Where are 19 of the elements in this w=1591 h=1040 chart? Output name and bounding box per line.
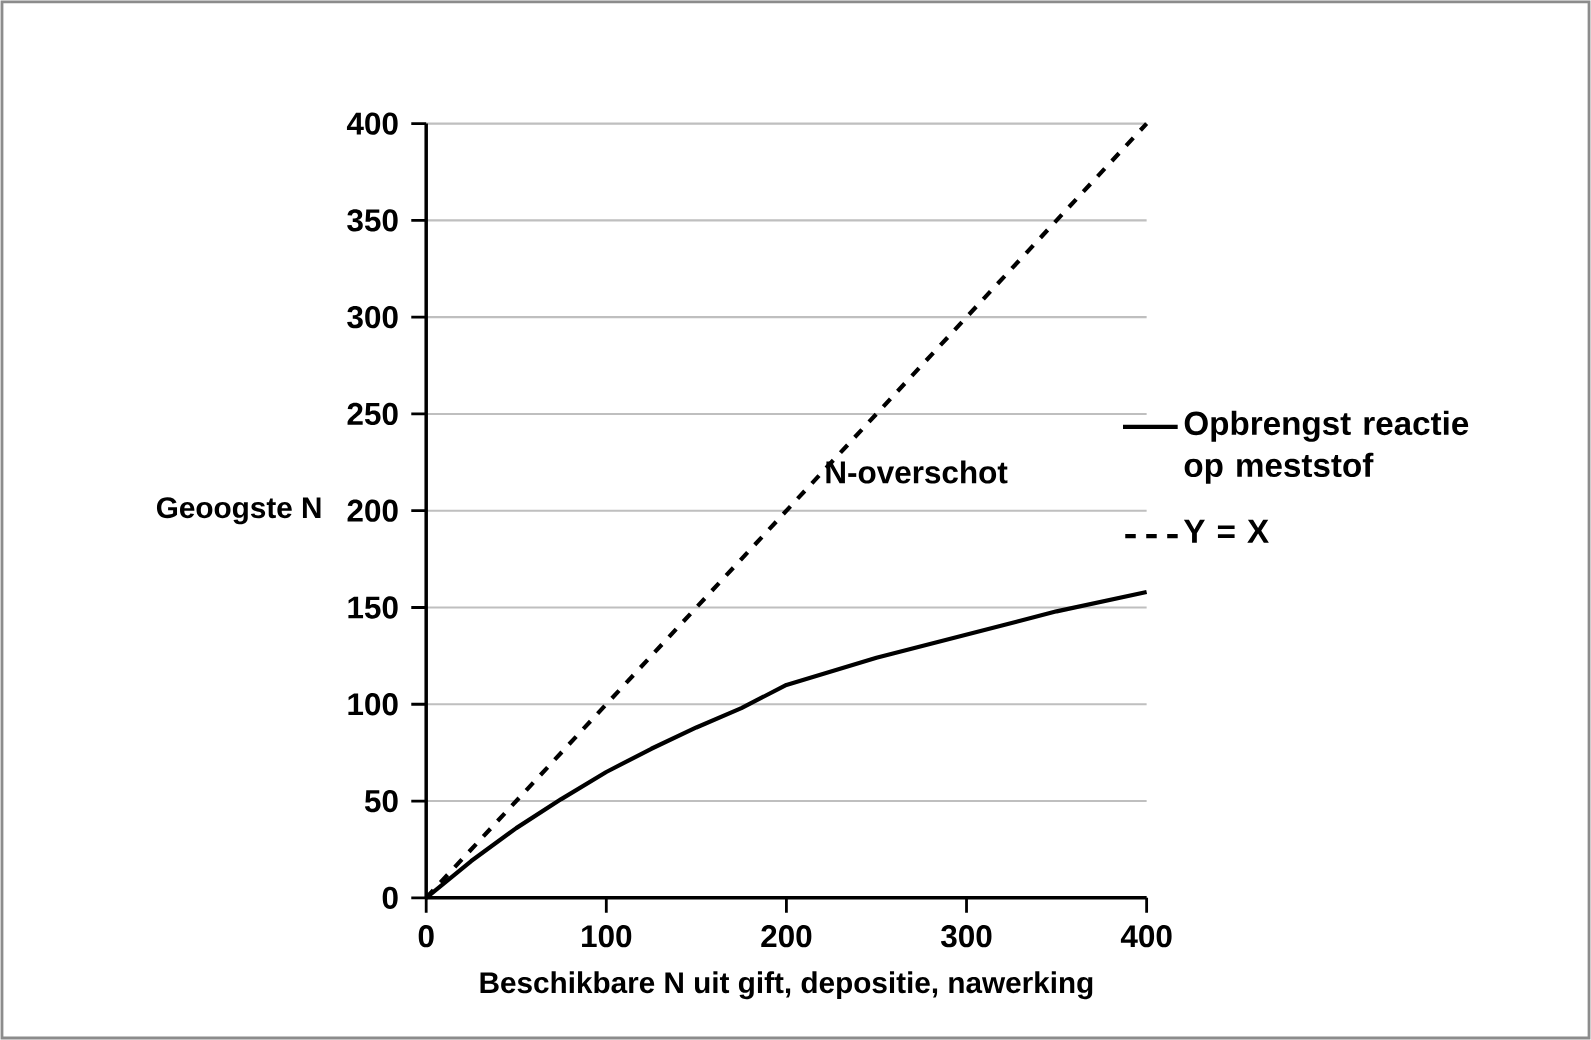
x-tick-label: 300 [941,925,992,948]
x-axis-title: Beschikbare N uit gift, depositie, nawerking [480,971,1093,1000]
y-tick-label: 50 [364,789,398,813]
x-tick-label: 0 [418,925,434,948]
y-tick-label: 200 [347,499,398,522]
y-tick-label: 350 [347,209,398,232]
x-tick-label: 400 [1120,925,1172,948]
y-tick-label: 0 [382,886,398,909]
legend-label: Y = X [1183,519,1269,543]
y-tick-label: 250 [347,402,398,426]
y-tick-label: 150 [348,596,398,619]
annotation: N-overschot [826,460,1008,484]
y-tick-label: 400 [346,112,398,135]
y-tick-label: 300 [347,305,398,329]
y-tick-label: 100 [348,693,398,716]
x-tick-label: 200 [761,925,812,948]
legend-label: Opbrengst reactie op meststof [1184,410,1469,484]
y-axis-title: Geoogste N [156,497,321,525]
x-tick-label: 100 [582,925,632,948]
